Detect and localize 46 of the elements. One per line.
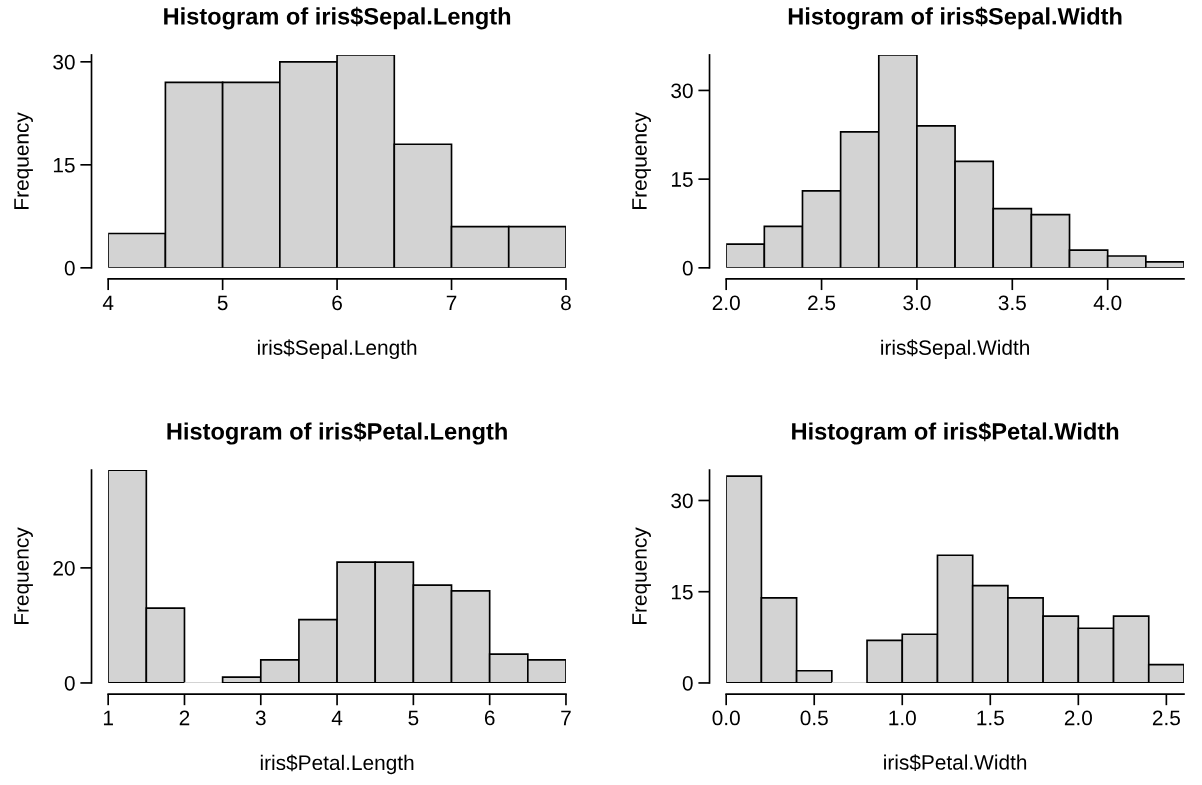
chart-title: Histogram of iris$Petal.Length bbox=[167, 421, 507, 445]
x-tick-label: 3 bbox=[255, 710, 266, 726]
x-tick-label: 8 bbox=[561, 295, 571, 311]
y-axis-title: Frequency bbox=[632, 112, 651, 209]
x-tick-label: 5 bbox=[217, 295, 228, 311]
x-tick-label: 2.5 bbox=[1152, 710, 1180, 726]
x-tick-label: 4.0 bbox=[1093, 295, 1122, 311]
x-tick-label: 3.5 bbox=[998, 295, 1026, 311]
x-tick-label: 6 bbox=[484, 710, 495, 726]
x-axis-title: iris$Sepal.Length bbox=[257, 339, 417, 360]
x-tick-label: 2.5 bbox=[808, 295, 836, 311]
x-tick-label: 3.0 bbox=[903, 295, 931, 311]
x-tick-label: 1.0 bbox=[889, 710, 916, 726]
x-tick-label: 5 bbox=[408, 710, 419, 726]
x-tick-label: 1.5 bbox=[977, 710, 1004, 726]
y-tick-label: 0 bbox=[682, 260, 693, 276]
x-tick-label: 0.5 bbox=[800, 710, 828, 726]
x-tick-label: 7 bbox=[561, 710, 571, 726]
y-tick-label: 30 bbox=[671, 83, 693, 99]
y-tick-label: 15 bbox=[671, 172, 693, 187]
y-tick-label: 15 bbox=[53, 158, 75, 173]
x-tick-label: 1 bbox=[103, 710, 113, 726]
x-tick-label: 4 bbox=[102, 295, 114, 311]
y-axis-title: Frequency bbox=[14, 112, 33, 209]
y-axis-title: Frequency bbox=[632, 527, 651, 625]
x-axis-title: iris$Sepal.Width bbox=[881, 339, 1029, 360]
chart-title: Histogram of iris$Sepal.Width bbox=[788, 6, 1122, 30]
x-axis-title: iris$Petal.Length bbox=[260, 754, 414, 775]
x-tick-label: 2 bbox=[179, 710, 190, 726]
x-tick-label: 2.0 bbox=[712, 295, 740, 311]
y-tick-label: 30 bbox=[671, 493, 693, 509]
y-tick-label: 0 bbox=[64, 675, 75, 691]
x-tick-label: 2.0 bbox=[1064, 710, 1092, 726]
y-axis-title: Frequency bbox=[14, 527, 33, 625]
x-tick-label: 0.0 bbox=[712, 710, 740, 726]
x-axis-title: iris$Petal.Width bbox=[884, 754, 1027, 771]
chart-title: Histogram of iris$Petal.Width bbox=[792, 421, 1119, 445]
chart-title: Histogram of iris$Sepal.Length bbox=[164, 6, 511, 30]
y-tick-label: 20 bbox=[53, 560, 75, 576]
x-tick-label: 7 bbox=[446, 295, 457, 311]
y-tick-label: 30 bbox=[53, 54, 75, 70]
x-tick-label: 4 bbox=[331, 710, 343, 726]
y-tick-label: 0 bbox=[64, 260, 75, 276]
y-tick-label: 15 bbox=[671, 584, 693, 600]
x-tick-label: 6 bbox=[332, 295, 342, 311]
y-tick-label: 0 bbox=[682, 675, 693, 691]
